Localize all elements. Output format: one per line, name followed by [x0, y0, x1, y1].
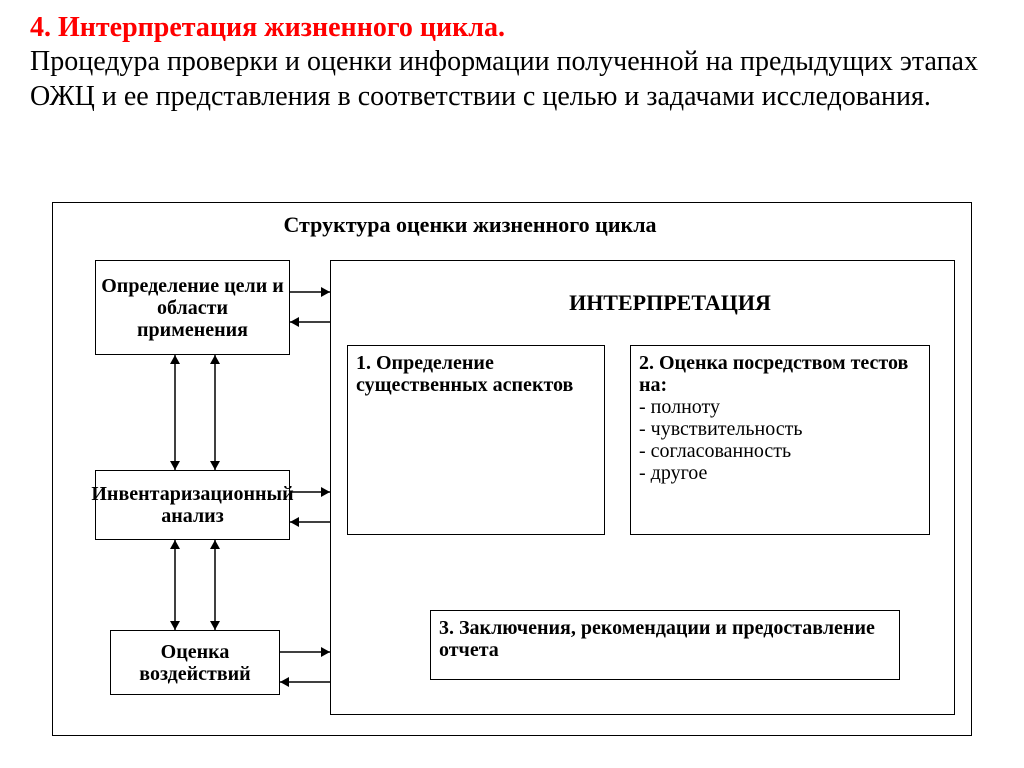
interpretation-label: ИНТЕРПРЕТАЦИЯ	[540, 290, 800, 316]
heading-block: 4. Интерпретация жизненного цикла. Проце…	[30, 12, 994, 114]
flow-node-inv: Инвентаризационный анализ	[95, 470, 290, 540]
interp-node-n3: 3. Заключения, рекомендации и предоставл…	[430, 610, 900, 680]
interp-node-title: 2. Оценка посредством тестов на:	[639, 352, 921, 396]
interp-node-line: - полноту	[639, 396, 921, 418]
interp-node-line: - чувствительность	[639, 418, 921, 440]
page-description: Процедура проверки и оценки информации п…	[30, 44, 994, 114]
interp-node-title: 3. Заключения, рекомендации и предоставл…	[439, 617, 891, 661]
interp-node-title: 1. Определение существенных аспектов	[356, 352, 596, 396]
page-title: 4. Интерпретация жизненного цикла.	[30, 12, 505, 43]
interp-node-n1: 1. Определение существенных аспектов	[347, 345, 605, 535]
interp-node-line: - согласованность	[639, 440, 921, 462]
flow-node-impact: Оценка воздействий	[110, 630, 280, 695]
interp-node-n2: 2. Оценка посредством тестов на:- полнот…	[630, 345, 930, 535]
flow-node-goal: Определение цели и области применения	[95, 260, 290, 355]
diagram-title: Структура оценки жизненного цикла	[220, 212, 720, 238]
interp-node-line: - другое	[639, 462, 921, 484]
